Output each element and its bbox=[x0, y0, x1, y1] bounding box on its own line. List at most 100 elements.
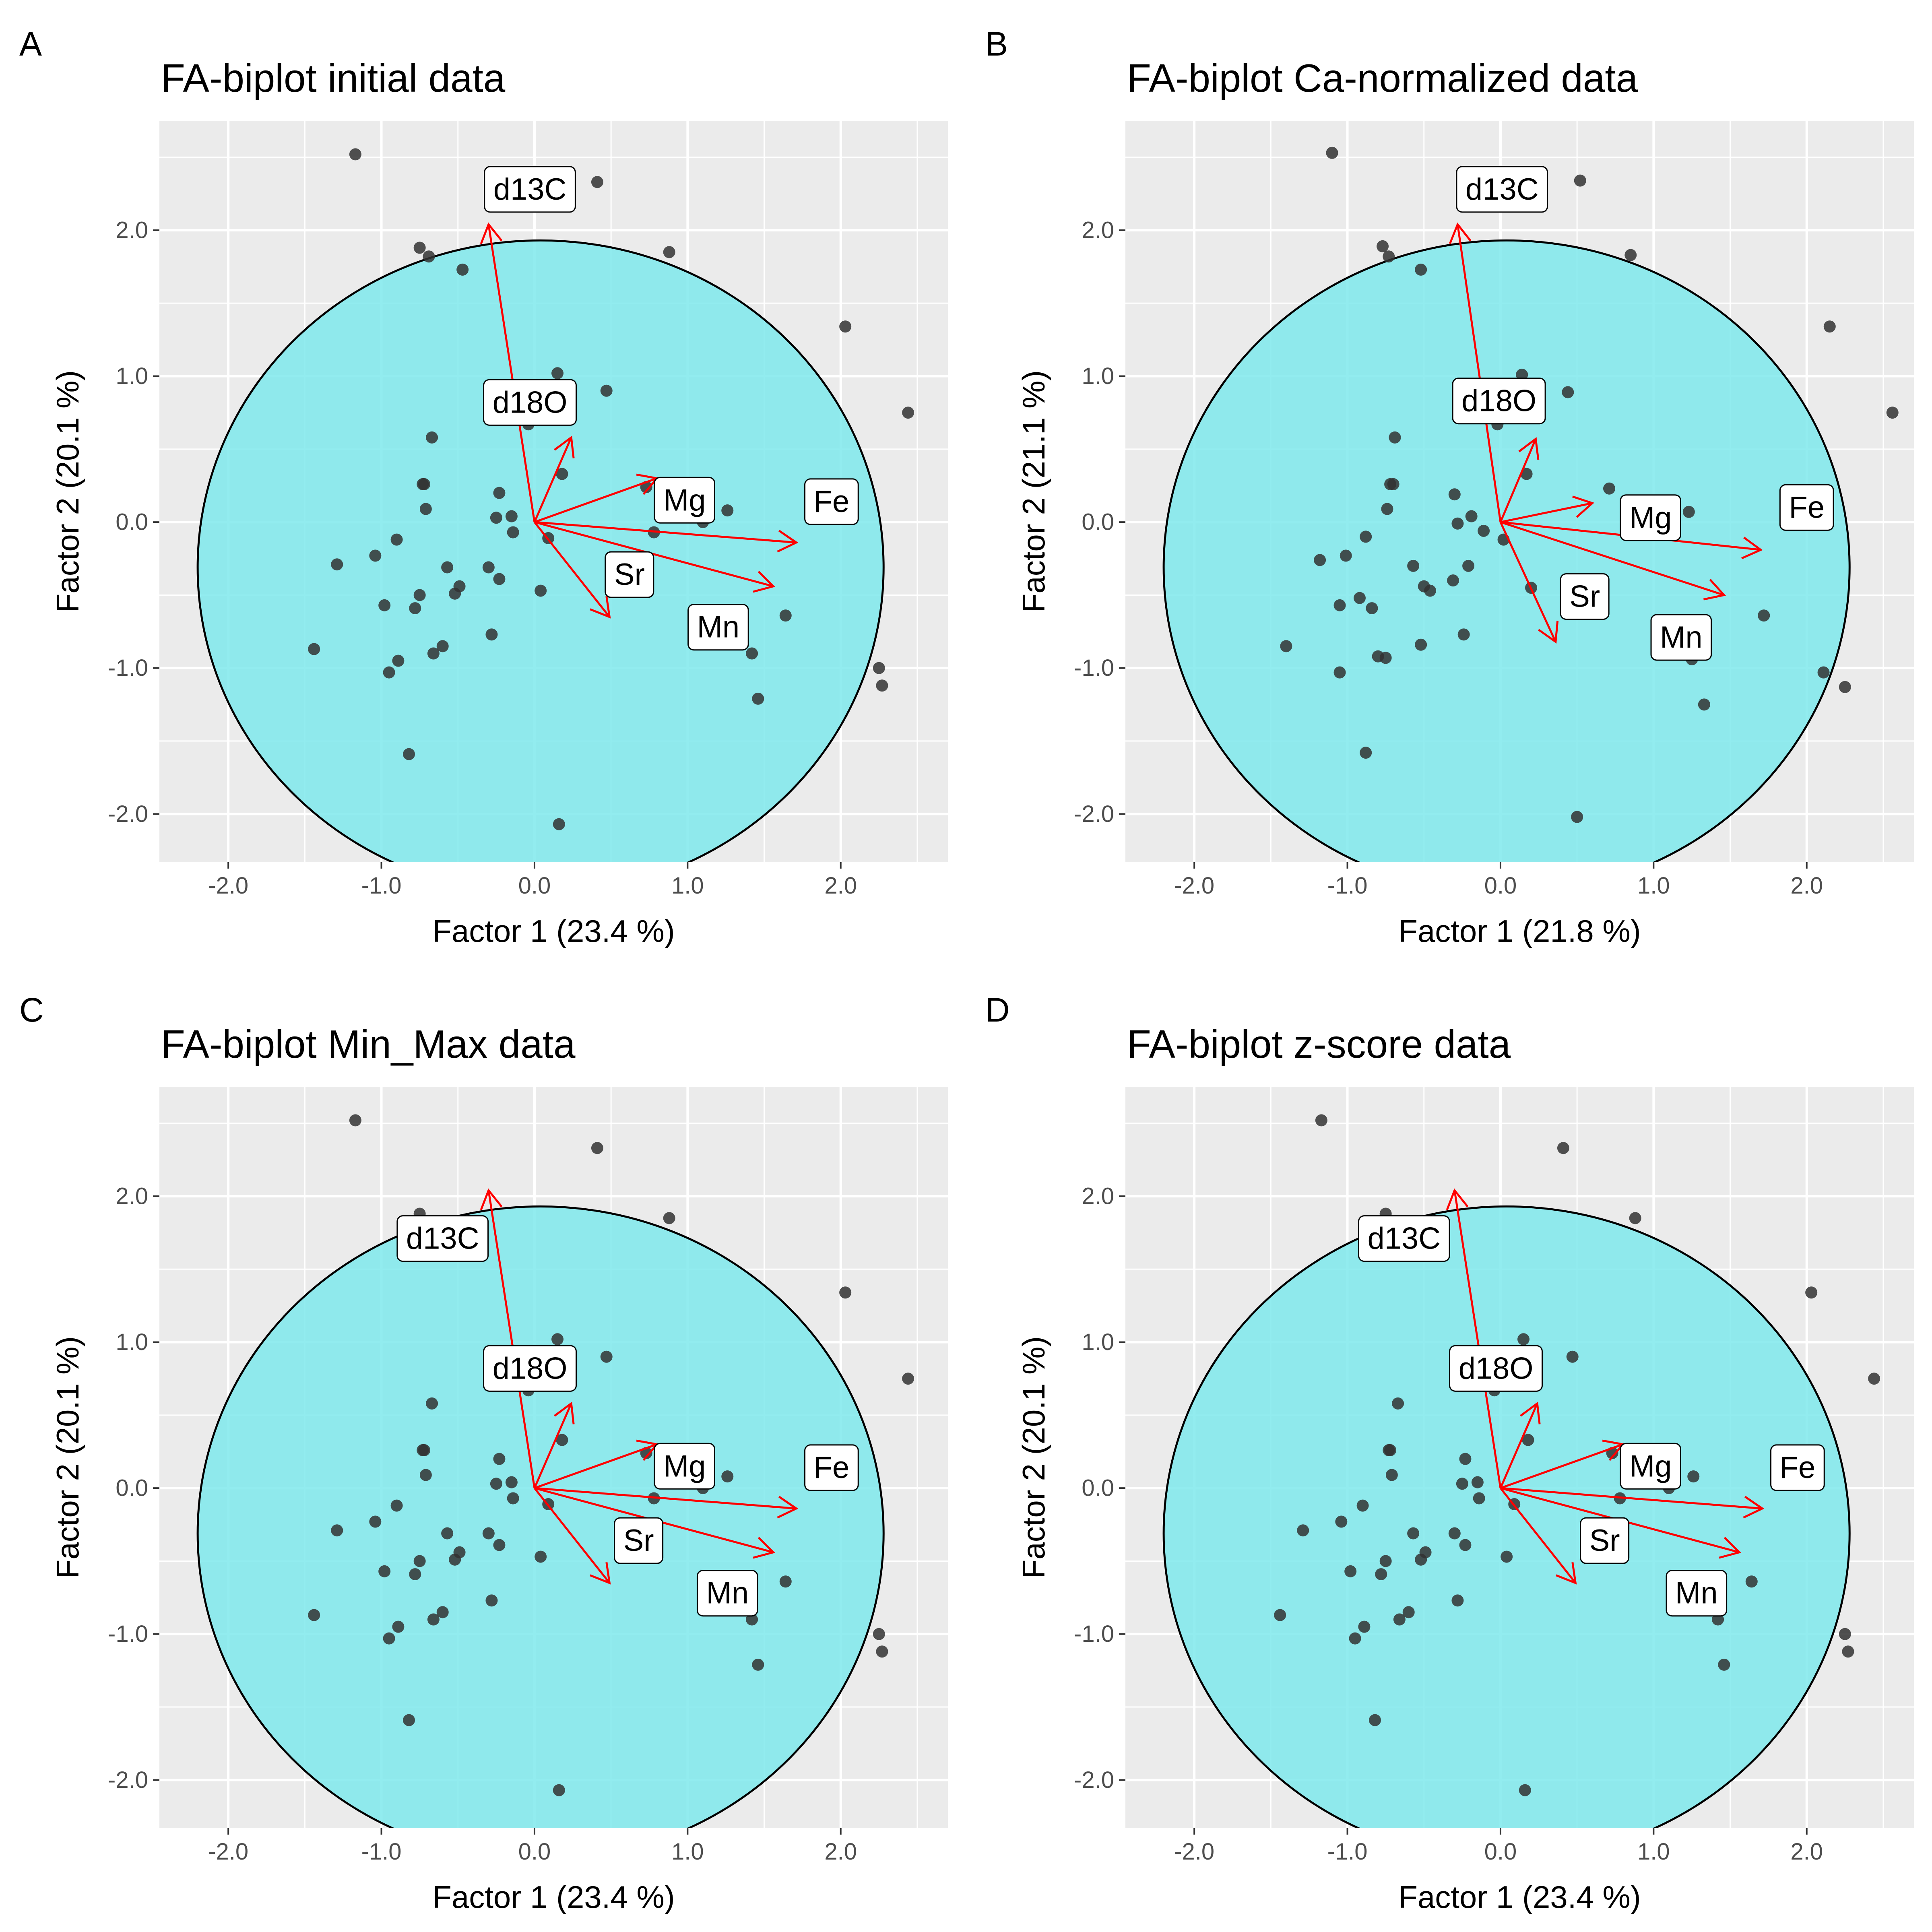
data-point bbox=[413, 589, 426, 601]
x-axis-title: Factor 1 (23.4 %) bbox=[432, 1879, 675, 1915]
data-point bbox=[1519, 1784, 1531, 1796]
data-point bbox=[721, 1470, 734, 1483]
data-point bbox=[482, 561, 495, 574]
data-point bbox=[1886, 407, 1899, 419]
data-point bbox=[1381, 503, 1393, 515]
data-point bbox=[1392, 1397, 1404, 1410]
data-point bbox=[1415, 638, 1427, 651]
panel-title: FA-biplot initial data bbox=[161, 56, 506, 100]
loading-arrow-sr bbox=[1499, 522, 1559, 644]
data-point bbox=[419, 503, 432, 515]
y-tick-label: -1.0 bbox=[1074, 1621, 1114, 1647]
data-point bbox=[1369, 1714, 1381, 1726]
data-point bbox=[1624, 249, 1637, 261]
y-tick-label: -1.0 bbox=[108, 1621, 148, 1647]
x-tick-label: -1.0 bbox=[361, 873, 402, 899]
variable-label-text: d13C bbox=[406, 1222, 479, 1256]
data-point bbox=[427, 647, 440, 660]
data-point bbox=[426, 1397, 438, 1410]
loading-arrow-d18o bbox=[533, 1402, 575, 1489]
data-point bbox=[1457, 628, 1470, 641]
variable-label-text: Mn bbox=[697, 610, 740, 644]
variable-label-text: d18O bbox=[493, 1351, 568, 1385]
data-point bbox=[349, 148, 361, 161]
data-point bbox=[600, 1350, 613, 1363]
variable-label-mn: Mn bbox=[696, 1570, 758, 1617]
axis-ticks: -2.0 -2.0 -1.0 -1.0 0.0 0.0 1.0 1.0 2.0 2.0 bbox=[108, 217, 857, 899]
loading-arrow-fe bbox=[534, 521, 799, 553]
variable-label-text: Mg bbox=[663, 483, 706, 517]
data-point bbox=[1817, 666, 1830, 679]
data-point bbox=[390, 533, 403, 546]
data-point bbox=[779, 1575, 792, 1588]
loading-arrow-d13c bbox=[1446, 1188, 1502, 1488]
data-point bbox=[1424, 584, 1436, 597]
data-point bbox=[1353, 592, 1366, 604]
data-point bbox=[419, 1469, 432, 1481]
data-point bbox=[378, 1565, 391, 1577]
data-point bbox=[746, 647, 758, 660]
data-point bbox=[1375, 1568, 1387, 1581]
data-point bbox=[1377, 240, 1389, 252]
variable-label-text: Fe bbox=[814, 485, 850, 519]
data-point bbox=[553, 1784, 565, 1796]
data-point bbox=[1314, 554, 1326, 566]
data-point bbox=[1333, 666, 1346, 679]
data-point bbox=[331, 558, 343, 571]
data-point bbox=[1356, 1499, 1369, 1512]
data-point bbox=[721, 504, 734, 517]
data-point bbox=[1520, 468, 1533, 480]
x-tick-label: 0.0 bbox=[1484, 873, 1517, 899]
data-point bbox=[485, 1594, 498, 1607]
variable-label-d13c: d13C bbox=[484, 166, 576, 213]
x-tick-label: 0.0 bbox=[1484, 1839, 1517, 1865]
y-tick-label: -2.0 bbox=[1074, 1767, 1114, 1793]
data-point bbox=[1402, 1606, 1415, 1618]
data-point bbox=[1465, 510, 1478, 522]
data-point bbox=[1839, 1628, 1851, 1640]
y-tick-label: 1.0 bbox=[1082, 363, 1114, 389]
loading-arrow-d13c bbox=[480, 1188, 536, 1488]
data-point bbox=[663, 246, 675, 258]
y-axis-title: Factor 2 (21.1 %) bbox=[1016, 370, 1051, 613]
data-point bbox=[369, 1515, 382, 1528]
data-point bbox=[553, 818, 565, 830]
data-point bbox=[493, 487, 506, 499]
axis-ticks: -2.0 -2.0 -1.0 -1.0 0.0 0.0 1.0 1.0 2.0 2.0 bbox=[1074, 1183, 1823, 1865]
data-point bbox=[873, 1628, 885, 1640]
plot-area: d13C d18O Mg Fe Sr Mn bbox=[196, 148, 914, 862]
data-point bbox=[1333, 599, 1346, 611]
data-point bbox=[403, 748, 415, 760]
data-point bbox=[418, 1444, 431, 1456]
loading-arrow-d13c bbox=[480, 222, 536, 522]
y-axis-title: Factor 2 (20.1 %) bbox=[50, 370, 85, 613]
y-tick-label: -1.0 bbox=[108, 655, 148, 681]
panel-title: FA-biplot Min_Max data bbox=[161, 1022, 576, 1066]
data-point bbox=[876, 679, 888, 692]
variable-label-d18o: d18O bbox=[483, 379, 577, 426]
data-point bbox=[1393, 1613, 1406, 1626]
data-point bbox=[1842, 1645, 1854, 1658]
variable-label-text: Mn bbox=[1675, 1576, 1718, 1610]
data-point bbox=[551, 367, 564, 380]
x-tick-label: 0.0 bbox=[518, 1839, 551, 1865]
data-point bbox=[493, 1453, 506, 1465]
x-tick-label: 2.0 bbox=[1790, 1839, 1823, 1865]
data-point bbox=[1478, 524, 1490, 537]
data-point bbox=[1335, 1515, 1348, 1528]
variable-label-sr: Sr bbox=[1580, 1517, 1630, 1564]
y-tick-label: -2.0 bbox=[1074, 801, 1114, 827]
data-point bbox=[1280, 640, 1292, 652]
variable-label-mn: Mn bbox=[687, 604, 749, 651]
data-point bbox=[1384, 1444, 1397, 1456]
confidence-ellipse bbox=[1162, 239, 1851, 862]
data-point bbox=[1758, 609, 1770, 622]
data-point bbox=[1501, 1550, 1513, 1563]
data-point bbox=[409, 602, 421, 615]
loading-arrow-mn bbox=[534, 521, 776, 593]
variable-label-d13c: d13C bbox=[1358, 1215, 1450, 1262]
data-point bbox=[1340, 549, 1352, 562]
data-point bbox=[535, 1550, 547, 1563]
